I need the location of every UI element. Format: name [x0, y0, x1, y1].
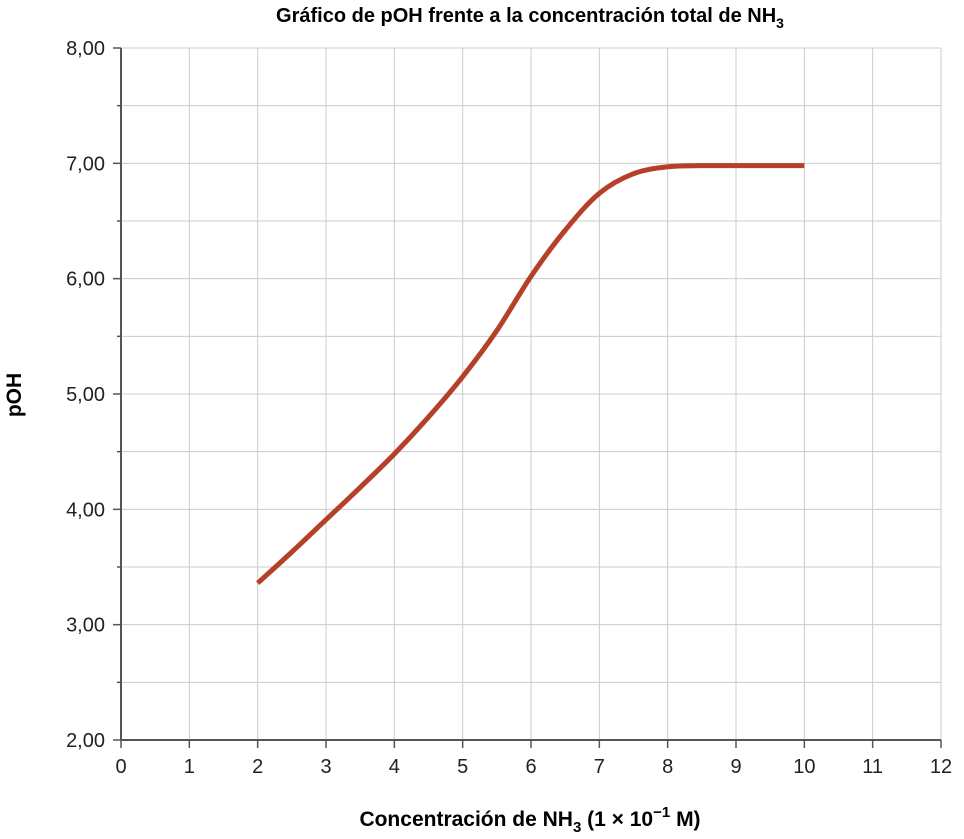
x-tick-label: 10	[793, 756, 815, 778]
x-axis-title-post: M)	[670, 808, 700, 831]
y-axis-title: pOH	[3, 373, 26, 417]
x-tick-label: 0	[115, 756, 126, 778]
x-tick-label: 5	[457, 756, 468, 778]
chart-title-main: Gráfico de pOH frente a la concentración…	[276, 5, 776, 27]
x-tick-label: 9	[730, 756, 741, 778]
x-axis-title-mid: (1 × 10	[581, 808, 653, 831]
x-tick-label: 7	[594, 756, 605, 778]
tick-labels: 0 1 2 3 4 5 6 7 8 9 10 11 122,003,004,005,006,007,00…	[66, 38, 952, 778]
x-tick-label: 11	[862, 756, 883, 778]
x-axis-title-superscript: −1	[653, 804, 670, 821]
x-tick-label: 3	[320, 756, 331, 778]
chart-title: Gráfico de pOH frente a la concentración…	[276, 5, 784, 31]
x-tick-label: 6	[525, 756, 536, 778]
grid	[121, 47, 942, 740]
x-axis-title: Concentración de NH3 (1 × 10−1 M)	[359, 804, 700, 836]
y-tick-label: 3,00	[66, 615, 105, 637]
x-tick-label: 2	[252, 756, 263, 778]
y-tick-label: 7,00	[66, 153, 105, 175]
x-tick-label: 1	[184, 756, 195, 778]
y-tick-label: 5,00	[66, 384, 105, 406]
y-tick-label: 6,00	[66, 269, 105, 291]
series	[255, 163, 805, 585]
chart-title-subscript: 3	[776, 15, 784, 31]
x-tick-label: 12	[930, 756, 952, 778]
series-line	[255, 163, 805, 585]
y-tick-label: 8,00	[66, 38, 105, 60]
x-tick-label: 4	[389, 756, 400, 778]
y-tick-label: 2,00	[66, 730, 105, 752]
axes	[113, 47, 942, 748]
x-tick-label: 8	[662, 756, 673, 778]
x-axis-title-pre: Concentración de NH	[359, 808, 573, 831]
x-axis-title-subscript: 3	[573, 819, 581, 836]
y-tick-label: 4,00	[66, 499, 105, 521]
